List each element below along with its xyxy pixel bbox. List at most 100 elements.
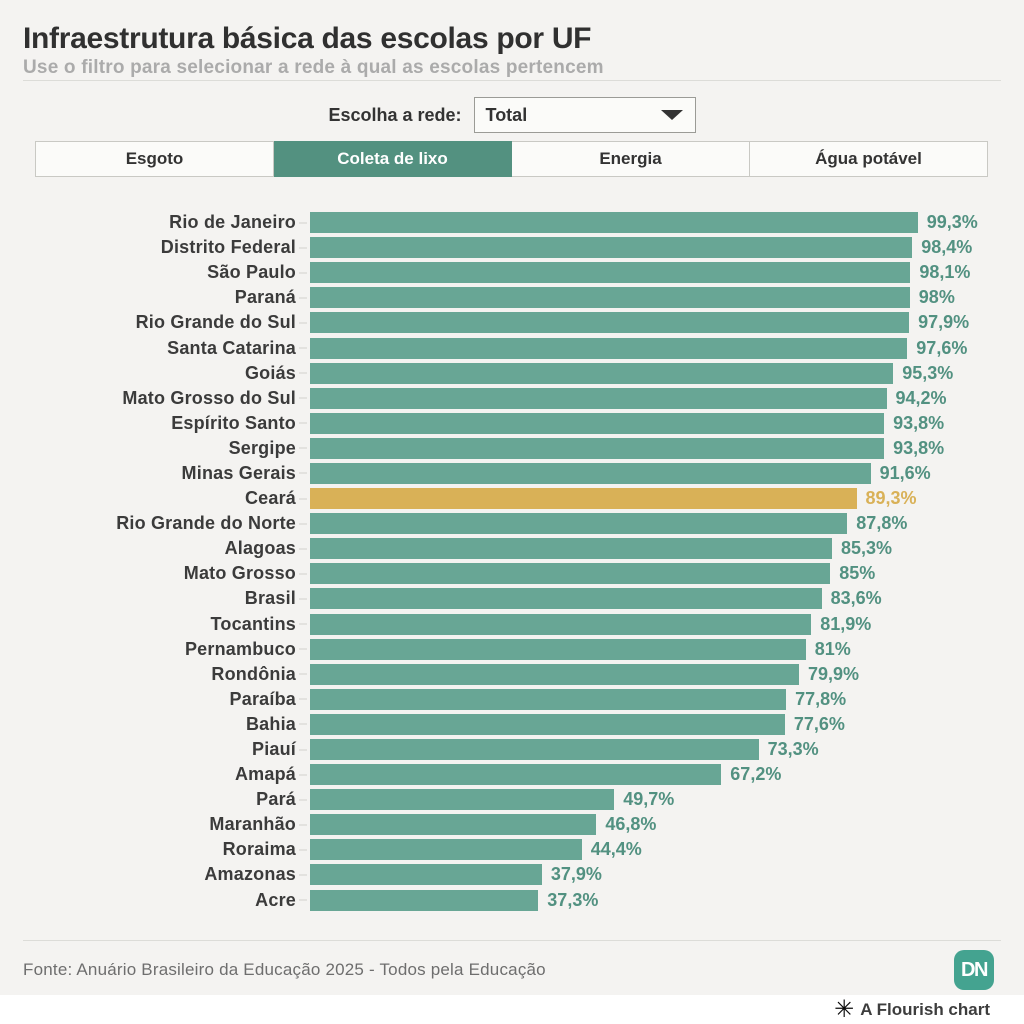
bar[interactable] — [310, 563, 831, 585]
value-label: 98,4% — [921, 237, 973, 258]
bar[interactable] — [310, 613, 812, 635]
value-label: 85% — [839, 563, 876, 584]
tab--gua-pot-vel[interactable]: Água potável — [750, 141, 988, 177]
value-label: 37,9% — [550, 864, 602, 885]
bar[interactable] — [310, 839, 582, 861]
value-label: 79,9% — [808, 663, 860, 684]
category-label: Tocantins — [210, 613, 296, 634]
network-select[interactable]: Total — [473, 97, 696, 133]
tick-mark — [296, 698, 310, 700]
tab-coleta-de-lixo[interactable]: Coleta de lixo — [274, 141, 512, 177]
bar[interactable] — [310, 638, 806, 660]
category-label: Rondônia — [211, 663, 296, 684]
value-label: 98% — [918, 287, 955, 308]
category-label: Goiás — [244, 362, 296, 383]
bar-row: Rio de Janeiro 99,3% — [0, 210, 1024, 235]
category-label: Distrito Federal — [160, 237, 296, 258]
bar[interactable] — [310, 437, 885, 459]
bar-row: Brasil 83,6% — [0, 586, 1024, 611]
value-label: 81,9% — [820, 613, 872, 634]
value-label: 77,6% — [793, 713, 845, 734]
bar-row: Distrito Federal 98,4% — [0, 235, 1024, 260]
category-label: Rio Grande do Sul — [135, 312, 296, 333]
bar[interactable] — [310, 462, 871, 484]
value-label: 37,3% — [547, 889, 599, 910]
value-label: 83,6% — [830, 588, 882, 609]
value-label: 94,2% — [895, 387, 947, 408]
bar[interactable] — [310, 814, 597, 836]
tick-mark — [296, 322, 310, 324]
category-label: Acre — [255, 889, 296, 910]
bar[interactable] — [310, 362, 894, 384]
value-label: 73,3% — [767, 739, 819, 760]
flourish-attribution[interactable]: ✳ A Flourish chart — [0, 995, 1024, 1024]
tab-bar: Esgoto Coleta de lixo Energia Água potável — [35, 141, 988, 177]
bar[interactable] — [310, 513, 848, 535]
tick-mark — [296, 749, 310, 751]
bar[interactable] — [310, 663, 799, 685]
tick-mark — [296, 799, 310, 801]
bar-row: São Paulo 98,1% — [0, 260, 1024, 285]
value-label: 67,2% — [730, 764, 782, 785]
value-label: 93,8% — [893, 412, 945, 433]
bar[interactable] — [310, 588, 822, 610]
value-label: 97,6% — [916, 337, 968, 358]
bar[interactable] — [310, 688, 787, 710]
category-label: Minas Gerais — [181, 462, 296, 483]
category-label: Paraíba — [229, 688, 296, 709]
dn-logo-text: DN — [961, 958, 988, 981]
bar[interactable] — [310, 889, 539, 911]
category-label: Paraná — [234, 287, 296, 308]
tick-mark — [296, 648, 310, 650]
tick-mark — [296, 372, 310, 374]
category-label: Rio de Janeiro — [169, 212, 296, 233]
page-title: Infraestrutura básica das escolas por UF — [23, 22, 592, 55]
bar[interactable] — [310, 864, 542, 886]
category-label: Amapá — [234, 764, 296, 785]
value-label: 49,7% — [623, 789, 675, 810]
category-label: Rio Grande do Norte — [116, 513, 296, 534]
tick-mark — [296, 247, 310, 249]
value-label: 85,3% — [841, 538, 893, 559]
bar-row: Mato Grosso do Sul 94,2% — [0, 386, 1024, 411]
bar-row: Sergipe 93,8% — [0, 436, 1024, 461]
bar-row: Espírito Santo 93,8% — [0, 411, 1024, 436]
bar[interactable] — [310, 538, 832, 560]
dn-logo[interactable]: DN — [954, 950, 994, 990]
bar-row: Rio Grande do Norte 87,8% — [0, 511, 1024, 536]
bar-row: Paraná 98% — [0, 285, 1024, 310]
header-divider — [23, 80, 1001, 81]
bar[interactable] — [310, 287, 910, 309]
category-label: Mato Grosso do Sul — [122, 387, 296, 408]
filter-label: Escolha a rede: — [328, 104, 462, 125]
bar[interactable] — [310, 739, 759, 761]
bar[interactable] — [310, 387, 887, 409]
bar[interactable] — [310, 488, 857, 510]
bar-row: Pernambuco 81% — [0, 637, 1024, 662]
value-label: 98,1% — [919, 262, 971, 283]
bar[interactable] — [310, 789, 615, 811]
bar[interactable] — [310, 764, 722, 786]
value-label: 91,6% — [879, 462, 931, 483]
category-label: Sergipe — [228, 437, 296, 458]
tick-mark — [296, 673, 310, 675]
category-label: Espírito Santo — [171, 412, 296, 433]
tick-mark — [296, 498, 310, 500]
bar-chart: Rio de Janeiro 99,3% Distrito Federal 98,4%… — [0, 210, 1024, 913]
category-label: Roraima — [222, 839, 296, 860]
bar[interactable] — [310, 237, 913, 259]
tick-mark — [296, 297, 310, 299]
bar[interactable] — [310, 337, 908, 359]
tick-mark — [296, 899, 310, 901]
value-label: 93,8% — [893, 437, 945, 458]
category-label: Pernambuco — [184, 638, 296, 659]
bar-row: Mato Grosso 85% — [0, 561, 1024, 586]
bar-row: Rio Grande do Sul 97,9% — [0, 310, 1024, 335]
tab-energia[interactable]: Energia — [512, 141, 750, 177]
bar[interactable] — [310, 412, 885, 434]
bar[interactable] — [310, 262, 911, 284]
tab-esgoto[interactable]: Esgoto — [35, 141, 274, 177]
bar[interactable] — [310, 713, 785, 735]
bar[interactable] — [310, 212, 918, 234]
bar[interactable] — [310, 312, 910, 334]
